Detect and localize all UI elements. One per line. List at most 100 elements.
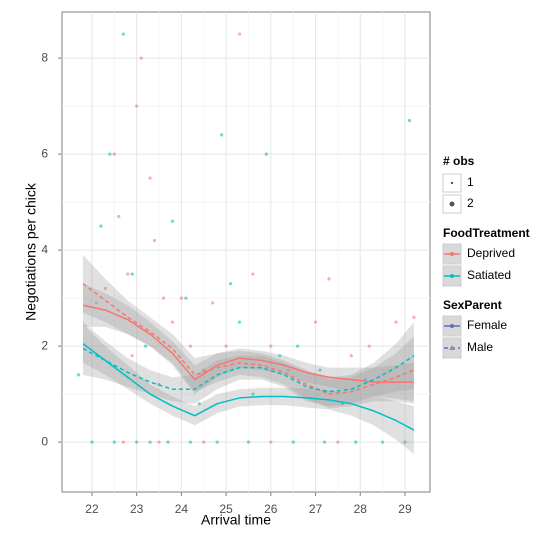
y-tick-label: 8 bbox=[41, 50, 48, 64]
point bbox=[121, 440, 125, 444]
smooth-line bbox=[82, 343, 415, 431]
smooth-line bbox=[82, 304, 414, 383]
x-tick-label: 28 bbox=[354, 502, 368, 516]
point bbox=[264, 152, 268, 156]
point bbox=[251, 392, 255, 396]
point bbox=[224, 344, 228, 348]
point bbox=[211, 301, 215, 305]
point bbox=[184, 296, 188, 300]
y-tick-label: 4 bbox=[41, 242, 48, 256]
legend-label: Female bbox=[467, 318, 507, 332]
point bbox=[313, 320, 318, 324]
point bbox=[99, 224, 103, 228]
point bbox=[251, 272, 255, 276]
x-tick-label: 23 bbox=[130, 502, 144, 516]
x-tick-label: 27 bbox=[309, 502, 323, 516]
legend-symbol bbox=[450, 181, 454, 185]
x-tick-label: 29 bbox=[398, 502, 412, 516]
point bbox=[367, 344, 371, 348]
point bbox=[161, 296, 166, 300]
confidence-ribbon bbox=[83, 324, 414, 455]
legend-symbol bbox=[450, 274, 454, 278]
point bbox=[188, 440, 192, 444]
point bbox=[170, 320, 175, 324]
legend-title: FoodTreatment bbox=[443, 226, 530, 240]
point bbox=[121, 32, 125, 36]
y-tick-label: 6 bbox=[41, 146, 48, 160]
confidence-ribbon bbox=[83, 254, 414, 409]
point bbox=[237, 32, 242, 36]
legend-label: Male bbox=[467, 340, 493, 354]
confidence-ribbon bbox=[83, 322, 414, 407]
point bbox=[269, 344, 273, 348]
point bbox=[354, 440, 358, 444]
point bbox=[318, 368, 322, 372]
smooth-line bbox=[82, 347, 415, 393]
x-axis-label: Arrival time bbox=[201, 512, 271, 528]
legend-title: # obs bbox=[443, 154, 475, 168]
point bbox=[130, 272, 134, 276]
point bbox=[112, 152, 116, 156]
point bbox=[117, 214, 121, 219]
point bbox=[130, 354, 134, 358]
panel bbox=[61, 11, 431, 493]
point bbox=[237, 320, 242, 324]
point bbox=[228, 282, 233, 286]
x-tick-label: 26 bbox=[264, 502, 278, 516]
point bbox=[394, 320, 398, 324]
point bbox=[322, 440, 327, 444]
point bbox=[148, 176, 152, 180]
legend-label: 1 bbox=[467, 175, 474, 189]
point bbox=[291, 440, 295, 444]
y-tick-label: 2 bbox=[41, 338, 48, 352]
y-axis-label: Negotiations per chick bbox=[23, 182, 39, 321]
y-tick-label: 0 bbox=[41, 434, 48, 448]
legend-symbol bbox=[450, 324, 454, 328]
point bbox=[246, 440, 251, 444]
point bbox=[349, 354, 353, 358]
point bbox=[202, 440, 206, 444]
point bbox=[139, 56, 143, 60]
legend-symbol bbox=[449, 201, 455, 207]
point bbox=[202, 368, 206, 372]
point bbox=[157, 440, 161, 444]
point bbox=[94, 301, 99, 305]
point bbox=[336, 440, 340, 444]
point bbox=[287, 368, 291, 372]
point bbox=[76, 373, 81, 377]
legend-title: SexParent bbox=[443, 298, 502, 312]
point bbox=[108, 152, 112, 156]
point bbox=[126, 272, 130, 276]
x-tick-label: 22 bbox=[85, 502, 99, 516]
point bbox=[215, 440, 219, 444]
point bbox=[103, 286, 107, 291]
point bbox=[407, 118, 412, 123]
point bbox=[220, 133, 224, 137]
point bbox=[296, 344, 300, 348]
point bbox=[112, 440, 116, 444]
confidence-ribbon bbox=[83, 283, 414, 402]
point bbox=[403, 440, 407, 444]
x-tick-label: 25 bbox=[219, 502, 233, 516]
point bbox=[412, 315, 416, 319]
legend-symbol bbox=[450, 252, 454, 256]
point bbox=[166, 440, 170, 444]
legend-label: Satiated bbox=[467, 268, 511, 282]
x-tick-label: 24 bbox=[175, 502, 189, 516]
point bbox=[90, 440, 94, 444]
point bbox=[144, 344, 148, 348]
point bbox=[188, 344, 192, 348]
point bbox=[327, 277, 331, 281]
point bbox=[269, 440, 273, 444]
legend-label: 2 bbox=[467, 196, 474, 210]
point bbox=[135, 104, 139, 108]
legend-label: Deprived bbox=[467, 246, 515, 260]
point bbox=[148, 440, 152, 444]
point bbox=[197, 402, 201, 406]
point bbox=[170, 219, 175, 223]
point bbox=[179, 296, 183, 300]
point bbox=[278, 354, 282, 358]
point bbox=[381, 440, 385, 444]
point bbox=[135, 440, 139, 444]
